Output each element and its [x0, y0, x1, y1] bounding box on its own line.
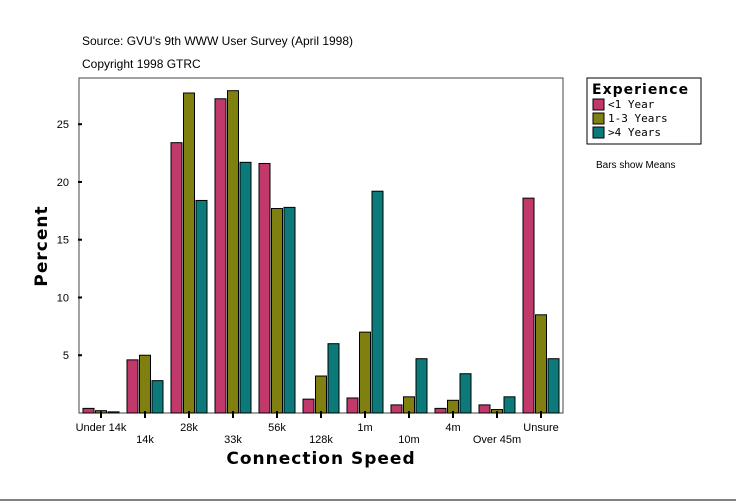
- bar: [390, 404, 403, 414]
- x-tick-label: 33k: [224, 434, 242, 446]
- bar: [170, 142, 183, 414]
- x-tick-label: 56k: [268, 422, 286, 434]
- x-tick-label: 1m: [357, 422, 372, 434]
- bar: [271, 208, 283, 414]
- bar: [126, 359, 139, 414]
- x-tick-label: 128k: [309, 434, 333, 446]
- y-axis-title: Percent: [32, 205, 52, 286]
- bar: [82, 407, 95, 414]
- legend-swatch: [592, 112, 605, 125]
- bar: [327, 343, 340, 414]
- bar: [283, 206, 296, 414]
- bar: [315, 375, 327, 414]
- legend-box: [586, 77, 702, 145]
- bar: [346, 397, 359, 414]
- x-tick-label: Unsure: [523, 422, 558, 434]
- source-text: Source: GVU's 9th WWW User Survey (April…: [82, 34, 353, 48]
- x-tick-label: Under 14k: [76, 422, 127, 434]
- bars-note: Bars show Means: [596, 160, 675, 171]
- bar: [547, 358, 560, 414]
- bar: [415, 358, 428, 414]
- bar: [359, 331, 371, 414]
- y-tick-label: 20: [57, 177, 69, 189]
- legend-swatch: [592, 98, 605, 111]
- bar: [302, 398, 315, 414]
- bar: [227, 90, 239, 414]
- legend-label: >4 Years: [608, 126, 661, 139]
- y-axis: 5 10 15 20 25: [57, 119, 82, 362]
- bar: [535, 314, 547, 414]
- y-tick-label: 25: [57, 119, 69, 131]
- y-tick-label: 15: [57, 235, 69, 247]
- bar: [214, 98, 227, 414]
- bar: [459, 373, 472, 414]
- y-tick-label: 10: [57, 292, 69, 304]
- bar: [258, 162, 271, 414]
- bars: [82, 90, 560, 414]
- legend-label: 1-3 Years: [608, 112, 668, 125]
- legend-title: Experience: [592, 82, 689, 98]
- legend-swatch: [592, 126, 605, 139]
- bar: [107, 411, 120, 414]
- x-axis: Under 14k 14k 28k 33k 56k 128k 1m 10m 4m Over 45m…: [76, 411, 559, 446]
- bar: [522, 197, 535, 414]
- bar: [503, 396, 516, 414]
- bar: [239, 161, 252, 414]
- plot-area: [78, 77, 564, 414]
- x-axis-title: Connection Speed: [226, 449, 415, 469]
- legend-label: <1 Year: [608, 98, 655, 111]
- x-tick-label: 28k: [180, 422, 198, 434]
- x-tick-label: 14k: [136, 434, 154, 446]
- bar: [195, 199, 208, 414]
- y-tick-label: 5: [63, 350, 69, 362]
- bar: [478, 404, 491, 414]
- bar: [151, 380, 164, 414]
- x-tick-label: 10m: [398, 434, 419, 446]
- bar: [434, 407, 447, 414]
- x-tick-label: Over 45m: [473, 434, 521, 446]
- bar: [139, 354, 151, 414]
- bar: [371, 190, 384, 414]
- bar: [183, 92, 195, 414]
- bar: [403, 396, 415, 414]
- copyright-text: Copyright 1998 GTRC: [82, 57, 201, 71]
- x-tick-label: 4m: [445, 422, 460, 434]
